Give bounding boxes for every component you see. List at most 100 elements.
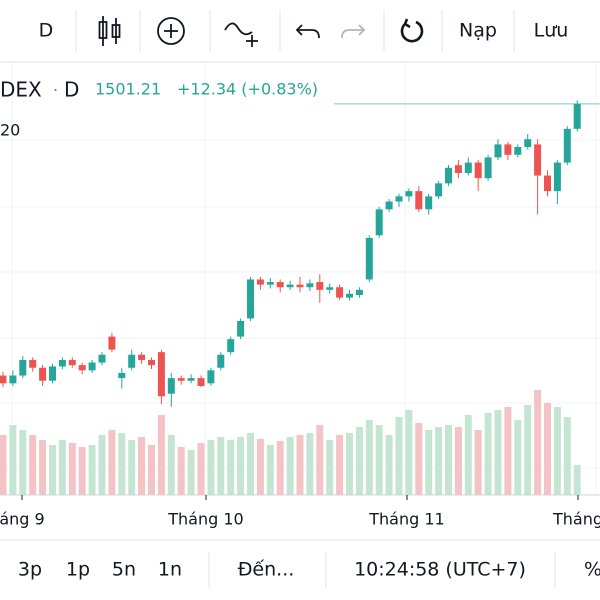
candle-body xyxy=(454,165,462,173)
candle-body xyxy=(227,339,235,353)
volume-bar xyxy=(276,441,284,495)
volume-bar xyxy=(247,433,254,495)
interval-button[interactable]: D xyxy=(39,20,54,42)
candle-body xyxy=(524,139,532,147)
candle-body xyxy=(217,354,225,368)
separator: · xyxy=(53,81,58,100)
range-button[interactable]: 1p xyxy=(66,559,90,581)
candle-body xyxy=(276,282,284,288)
volume-bar xyxy=(425,430,433,495)
clock: 10:24:58 (UTC+7) xyxy=(354,559,526,581)
candle-body xyxy=(247,279,254,319)
volume-bar xyxy=(385,435,393,495)
volume-bar xyxy=(464,415,472,495)
volume-bar xyxy=(167,435,175,495)
save-button[interactable]: Lưu xyxy=(534,20,569,42)
candle-body xyxy=(98,354,106,363)
volume-bar xyxy=(58,440,66,495)
indicator-icon[interactable] xyxy=(224,22,258,47)
volume-bar xyxy=(563,417,571,495)
volume-bar xyxy=(217,437,225,495)
candle-body xyxy=(78,365,86,371)
volume-bar xyxy=(405,410,413,495)
volume-bar xyxy=(39,440,47,495)
volume-bar xyxy=(177,447,185,495)
legend-header: DEX · D 1501.21 +12.34 (+0.83%) 20 xyxy=(0,78,318,140)
candle-body xyxy=(39,367,47,381)
candle-body xyxy=(316,282,324,290)
plot xyxy=(0,100,600,495)
candle-body xyxy=(415,191,423,210)
volume-bar xyxy=(534,390,542,495)
candle-body xyxy=(395,196,403,202)
symbol: DEX xyxy=(0,78,42,102)
volume-bar xyxy=(88,445,96,495)
reset-icon[interactable] xyxy=(400,18,424,43)
x-axis-labels: áng 9 Tháng 10 Tháng 11 Tháng xyxy=(0,495,600,529)
volume-bar xyxy=(415,423,423,495)
candle-body xyxy=(148,359,155,366)
volume-bar xyxy=(256,439,264,495)
candle-body xyxy=(336,287,344,298)
candle-body xyxy=(207,370,215,384)
volume-bar xyxy=(524,405,532,495)
volume-bar xyxy=(573,465,581,495)
candle-body xyxy=(494,144,502,158)
volume-bar xyxy=(365,420,373,495)
volume-bar xyxy=(474,430,482,495)
candle-body xyxy=(435,183,443,197)
x-tick-label: Tháng 10 xyxy=(167,510,243,529)
candle-body xyxy=(573,103,581,129)
range-button[interactable]: 1n xyxy=(158,559,182,581)
candle-body xyxy=(445,167,452,184)
candle-body xyxy=(544,175,551,192)
volume-bar xyxy=(148,445,155,495)
compare-icon[interactable] xyxy=(157,17,185,45)
last-price: 1501.21 xyxy=(95,80,161,99)
undo-icon[interactable] xyxy=(295,24,320,39)
candle-body xyxy=(306,283,314,288)
candle-body xyxy=(286,284,294,288)
volume-bar xyxy=(445,425,452,495)
price-change: +12.34 (+0.83%) xyxy=(177,80,318,99)
volume-bar xyxy=(553,407,561,495)
goto-button[interactable]: Đến... xyxy=(238,559,295,581)
volume-bar xyxy=(19,430,27,495)
volume-bar xyxy=(9,425,17,495)
volume-bar xyxy=(375,425,383,495)
volume-bar xyxy=(49,445,56,495)
chart-type-icon[interactable] xyxy=(98,16,121,46)
candle-body xyxy=(553,162,561,192)
load-button[interactable]: Nạp xyxy=(459,20,497,42)
volume-bar xyxy=(454,427,462,495)
candle-body xyxy=(128,354,136,368)
candle-body xyxy=(237,321,245,337)
volume-bar xyxy=(494,410,502,495)
volume-bar xyxy=(395,417,403,495)
candle-body xyxy=(49,366,56,381)
percent-button[interactable]: % xyxy=(584,559,600,581)
candle-body xyxy=(296,284,304,288)
range-button[interactable]: 5n xyxy=(112,559,136,581)
candle-body xyxy=(0,375,7,384)
volume-bar xyxy=(118,433,126,495)
candle-body xyxy=(118,372,126,379)
redo-icon[interactable] xyxy=(341,24,366,39)
candle-body xyxy=(355,289,363,296)
volume-bar xyxy=(544,403,551,495)
candle-body xyxy=(346,293,353,298)
candle-body xyxy=(256,279,264,285)
candle-body xyxy=(425,196,433,210)
candle-body xyxy=(88,362,96,371)
candle-body xyxy=(534,144,542,176)
volume-bar xyxy=(68,443,76,495)
volume-bar xyxy=(187,450,195,495)
volume-bar xyxy=(316,425,324,495)
candle-body xyxy=(514,147,522,155)
candle-body xyxy=(197,378,205,386)
range-button[interactable]: 3p xyxy=(18,559,42,581)
x-tick-label: Tháng 11 xyxy=(368,510,444,529)
volume-bar xyxy=(266,445,274,495)
x-tick-label: Tháng xyxy=(552,510,600,529)
